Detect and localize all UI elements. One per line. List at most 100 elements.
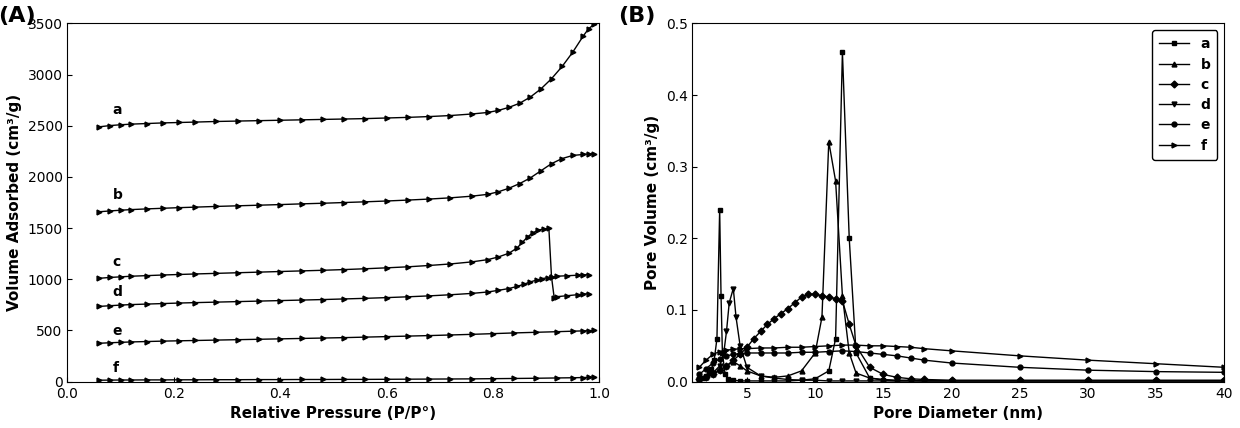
d bbox=[889, 378, 904, 383]
Line: a: a bbox=[697, 50, 1226, 383]
d bbox=[821, 378, 836, 383]
d bbox=[1148, 378, 1163, 383]
X-axis label: Pore Diameter (nm): Pore Diameter (nm) bbox=[873, 406, 1043, 421]
Text: f: f bbox=[113, 362, 119, 375]
a bbox=[848, 351, 863, 356]
c bbox=[774, 311, 789, 316]
f bbox=[1080, 357, 1095, 363]
d bbox=[719, 329, 734, 334]
e bbox=[698, 366, 713, 372]
f bbox=[835, 342, 849, 348]
c bbox=[916, 377, 931, 382]
d bbox=[706, 371, 720, 376]
f bbox=[698, 357, 713, 363]
c bbox=[1148, 377, 1163, 383]
c bbox=[719, 363, 734, 369]
c bbox=[903, 376, 918, 381]
f bbox=[889, 344, 904, 349]
c bbox=[766, 316, 781, 321]
a bbox=[715, 351, 730, 356]
c bbox=[815, 293, 830, 298]
e bbox=[712, 356, 727, 361]
a bbox=[916, 378, 931, 383]
c bbox=[1080, 377, 1095, 383]
d bbox=[733, 343, 748, 348]
c bbox=[787, 300, 802, 306]
f bbox=[753, 345, 768, 351]
c bbox=[692, 377, 707, 382]
a bbox=[713, 293, 728, 298]
b bbox=[821, 139, 836, 144]
b bbox=[848, 371, 863, 376]
f bbox=[916, 346, 931, 351]
c bbox=[1216, 377, 1231, 383]
a bbox=[733, 378, 748, 383]
d bbox=[903, 378, 918, 383]
a bbox=[1012, 378, 1027, 383]
e bbox=[692, 372, 707, 377]
X-axis label: Relative Pressure (P/P°): Relative Pressure (P/P°) bbox=[231, 406, 436, 421]
d bbox=[712, 363, 727, 369]
Text: e: e bbox=[113, 324, 123, 338]
c bbox=[739, 345, 754, 350]
a bbox=[889, 378, 904, 383]
b bbox=[794, 369, 808, 374]
Line: f: f bbox=[697, 343, 1226, 370]
a bbox=[1148, 378, 1163, 383]
e bbox=[725, 352, 740, 357]
e bbox=[862, 351, 877, 356]
Y-axis label: Volume Adsorbed (cm³/g): Volume Adsorbed (cm³/g) bbox=[7, 94, 22, 311]
d bbox=[1216, 378, 1231, 383]
e bbox=[753, 351, 768, 356]
b bbox=[739, 369, 754, 374]
e bbox=[889, 353, 904, 358]
c bbox=[753, 329, 768, 334]
a bbox=[944, 378, 959, 383]
d bbox=[848, 378, 863, 383]
b bbox=[807, 351, 822, 356]
f bbox=[944, 348, 959, 354]
e bbox=[706, 360, 720, 366]
e bbox=[1216, 370, 1231, 375]
a bbox=[828, 336, 843, 341]
Line: d: d bbox=[697, 286, 1226, 383]
a bbox=[821, 369, 836, 374]
b bbox=[903, 377, 918, 383]
f bbox=[712, 349, 727, 354]
b bbox=[842, 351, 857, 356]
f bbox=[903, 345, 918, 350]
e bbox=[1148, 369, 1163, 374]
c bbox=[794, 294, 808, 300]
b bbox=[1148, 378, 1163, 383]
c bbox=[889, 375, 904, 380]
c bbox=[698, 375, 713, 380]
d bbox=[835, 378, 849, 383]
d bbox=[794, 377, 808, 383]
b bbox=[835, 293, 849, 298]
c bbox=[862, 365, 877, 370]
Line: e: e bbox=[697, 348, 1226, 377]
a bbox=[903, 378, 918, 383]
b bbox=[698, 375, 713, 380]
c bbox=[712, 368, 727, 373]
f bbox=[719, 348, 734, 353]
e bbox=[1012, 365, 1027, 370]
d bbox=[862, 378, 877, 383]
a bbox=[712, 207, 727, 212]
c bbox=[821, 294, 836, 300]
c bbox=[706, 372, 720, 377]
f bbox=[733, 346, 748, 351]
b bbox=[692, 377, 707, 382]
a bbox=[753, 378, 768, 383]
Y-axis label: Pore Volume (cm³/g): Pore Volume (cm³/g) bbox=[645, 115, 660, 290]
Text: d: d bbox=[113, 285, 123, 299]
a bbox=[725, 377, 740, 383]
d bbox=[739, 365, 754, 370]
b bbox=[712, 368, 727, 373]
e bbox=[875, 352, 890, 357]
e bbox=[766, 351, 781, 356]
d bbox=[916, 378, 931, 383]
a bbox=[720, 376, 735, 381]
d bbox=[780, 377, 795, 382]
a bbox=[766, 378, 781, 383]
